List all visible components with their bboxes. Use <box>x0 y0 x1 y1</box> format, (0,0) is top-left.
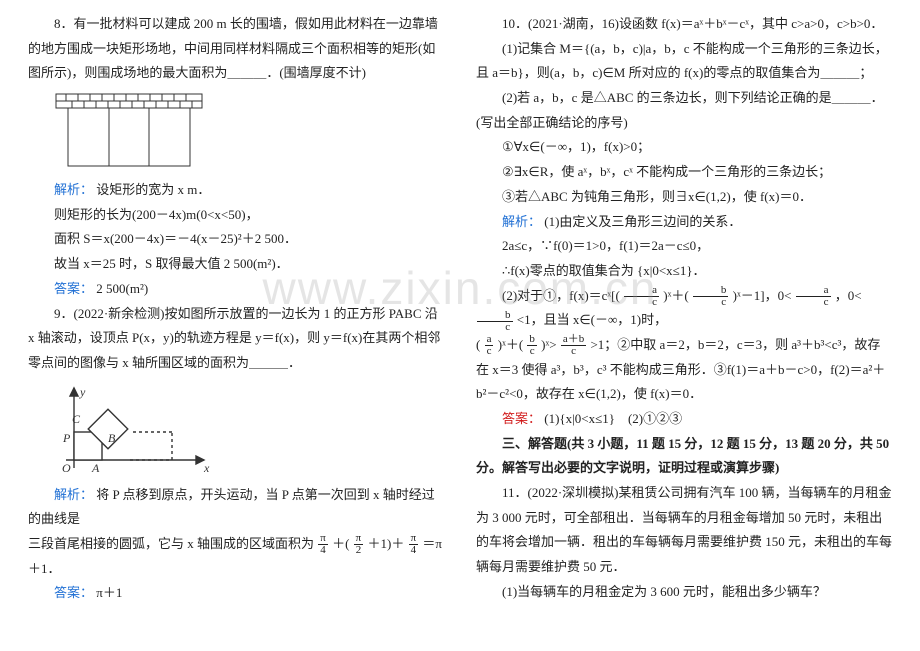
ans-label: 答案： <box>54 281 93 296</box>
q8-text: 8．有一批材料可以建成 200 m 长的围墙，假如用此材料在一边靠墙的地方围成一… <box>28 12 444 86</box>
frac-ac2: ac <box>796 285 831 308</box>
q10-sol-h: 解析： (1)由定义及三角形三边间的关系． <box>476 210 892 235</box>
q9-ans-text: π＋1 <box>96 585 122 600</box>
q10-i2: ②∃x∈R，使 aˣ，bˣ，cˣ 不能构成一个三角形的三条边长； <box>476 160 892 185</box>
frac-pi2: π2 <box>354 533 364 556</box>
svg-text:C: C <box>72 412 81 426</box>
s2la: ( <box>476 337 480 352</box>
q9-sol-b: 三段首尾相接的圆弧，它与 x 轴围成的区域面积为 π4 ＋( π2 ＋1)＋ π… <box>28 532 444 581</box>
q9-figure: y x O P C B A <box>54 382 214 477</box>
q10-sol1: 2a≤c，∵f(0)＝1>0，f(1)＝2a－c≤0， <box>476 234 892 259</box>
s2m4: <1，且当 x∈(－∞，1)时， <box>517 312 667 327</box>
q9-ans: 答案： π＋1 <box>28 581 444 606</box>
q8-ans-text: 2 500(m²) <box>96 281 148 296</box>
q11-p1: (1)当每辆车的月租金定为 3 600 元时，能租出多少辆车？ <box>476 580 892 605</box>
q8-sol-4: 故当 x＝25 时，S 取得最大值 2 500(m²)． <box>28 252 444 277</box>
frac-ac3: ac <box>485 334 494 357</box>
q10-ans: 答案： (1){x|0<x≤1} (2)①②③ <box>476 407 892 432</box>
sol2-line3: 在 x＝3 使得 a³，b³，c³ 不能构成三角形．③f(1)＝a＋b－c>0，… <box>476 358 892 407</box>
svg-text:O: O <box>62 461 71 475</box>
q10-sol0: (1)由定义及三角形三边间的关系． <box>544 214 741 229</box>
frac-pi4b: π4 <box>409 533 419 556</box>
ans-label: 答案： <box>502 411 541 426</box>
section3-heading: 三、解答题(共 3 小题，11 题 15 分，12 题 15 分，13 题 20… <box>476 432 892 481</box>
q11-text: 11．(2022·深圳模拟)某租赁公司拥有汽车 100 辆，当每辆车的月租金为 … <box>476 481 892 580</box>
q8-sol-line0: 设矩形的宽为 x m． <box>96 182 210 197</box>
ans-label: 答案： <box>54 585 93 600</box>
page-container: 8．有一批材料可以建成 200 m 长的围墙，假如用此材料在一边靠墙的地方围成一… <box>0 0 920 627</box>
sol-label: 解析： <box>502 214 541 229</box>
s2ld: >1；②中取 a＝2，b＝2，c＝3，则 a³＋b³<c³，故存 <box>590 337 880 352</box>
svg-text:A: A <box>91 461 100 475</box>
s2p: (2)对于①，f(x)＝cˣ[( <box>502 288 620 303</box>
frac-pi4: π4 <box>318 533 328 556</box>
q8-sol-3: 面积 S＝x(200－4x)＝－4(x－25)²＋2 500． <box>28 227 444 252</box>
q9-sol-a: 解析： 将 P 点移到原点，开头运动，当 P 点第一次回到 x 轴时经过的曲线是 <box>28 483 444 532</box>
q10-sol2: ∴f(x)零点的取值集合为 {x|0<x≤1}． <box>476 259 892 284</box>
svg-text:B: B <box>108 431 116 445</box>
q9-text: 9．(2022·新余检测)按如图所示放置的一边长为 1 的正方形 PABC 沿 … <box>28 302 444 376</box>
sol-label: 解析： <box>54 487 93 502</box>
q10-text: 10．(2021·湖南，16)设函数 f(x)＝aˣ＋bˣ－cˣ，其中 c>a>… <box>476 12 892 37</box>
sol-label: 解析： <box>54 182 93 197</box>
frac-bc3: bc <box>527 334 537 357</box>
q8-sol-1: 解析： 设矩形的宽为 x m． <box>28 178 444 203</box>
q8-body: 8．有一批材料可以建成 200 m 长的围墙，假如用此材料在一边靠墙的地方围成一… <box>28 16 438 80</box>
s2lb: )ˣ＋( <box>498 337 523 352</box>
q10-ans-text: (1){x|0<x≤1} (2)①②③ <box>544 411 682 426</box>
frac-ac: ac <box>624 285 659 308</box>
s2m1: )ˣ＋( <box>663 288 688 303</box>
q8-ans: 答案： 2 500(m²) <box>28 277 444 302</box>
q8-figure <box>54 92 204 172</box>
q10-p1: (1)记集合 M＝{(a，b，c)|a，b，c 不能构成一个三角形的三条边长，且… <box>476 37 892 86</box>
sol2-line2: ( ac )ˣ＋( bc )ˣ> a＋bc >1；②中取 a＝2，b＝2，c＝3… <box>476 333 892 358</box>
svg-text:x: x <box>203 461 210 475</box>
plus1: ＋1 <box>367 536 387 551</box>
q10-i3: ③若△ABC 为钝角三角形，则∃x∈(1,2)，使 f(x)＝0． <box>476 185 892 210</box>
frac-abc: a＋bc <box>561 334 586 357</box>
s2lc: )ˣ> <box>541 337 556 352</box>
frac-bc2: bc <box>477 310 513 333</box>
svg-text:P: P <box>62 431 71 445</box>
frac-bc: bc <box>693 285 729 308</box>
s2m2: )ˣ－1]，0< <box>733 288 792 303</box>
sol2-line1: (2)对于①，f(x)＝cˣ[( ac )ˣ＋( bc )ˣ－1]，0< ac … <box>476 284 892 333</box>
q10-i1: ①∀x∈(－∞，1)，f(x)>0； <box>476 135 892 160</box>
s2m3: ，0< <box>835 288 862 303</box>
q9-body: 9．(2022·新余检测)按如图所示放置的一边长为 1 的正方形 PABC 沿 … <box>28 306 440 370</box>
svg-text:y: y <box>79 385 86 399</box>
q10-p2: (2)若 a，b，c 是△ABC 的三条边长，则下列结论正确的是＿＿＿．(写出全… <box>476 86 892 135</box>
q9-solb-prefix: 三段首尾相接的圆弧，它与 x 轴围成的区域面积为 <box>28 536 314 551</box>
q8-sol-2: 则矩形的长为(200－4x)m(0<x<50)， <box>28 203 444 228</box>
sec3-text: 三、解答题(共 3 小题，11 题 15 分，12 题 15 分，13 题 20… <box>476 436 889 476</box>
